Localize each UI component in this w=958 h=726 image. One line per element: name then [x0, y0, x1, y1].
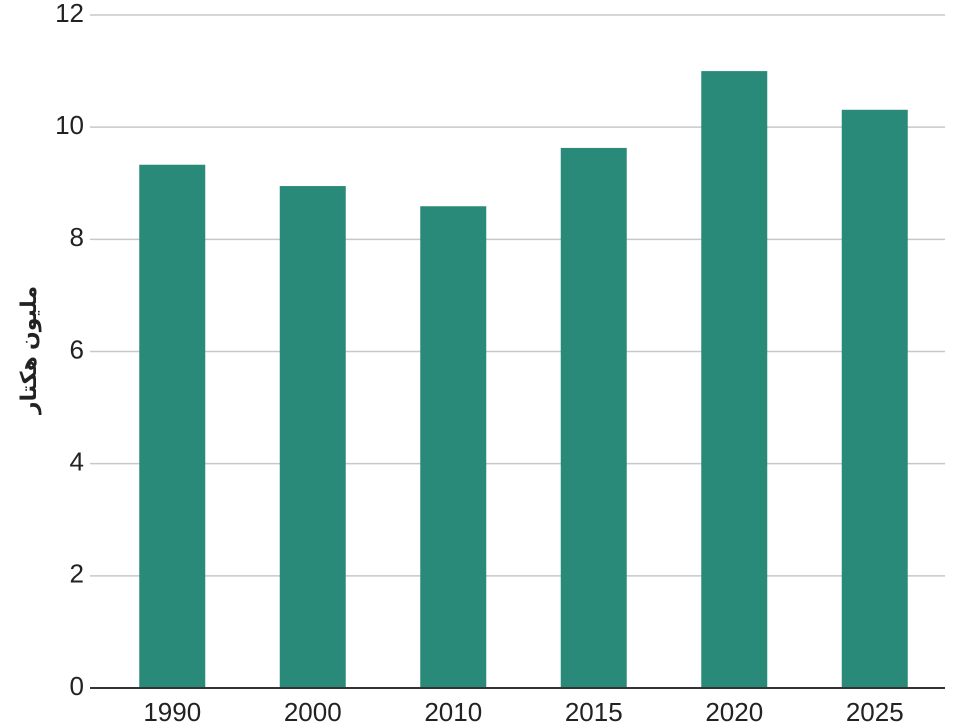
x-tick-label: 1990 [143, 697, 201, 726]
y-tick-label: 2 [70, 559, 84, 589]
bar [420, 206, 487, 688]
y-tick-label: 8 [70, 222, 84, 252]
x-tick-label: 2025 [846, 697, 904, 726]
bar [279, 186, 346, 688]
y-tick-label: 4 [70, 447, 84, 477]
x-tick-label: 2020 [705, 697, 763, 726]
y-tick-label: 6 [70, 334, 84, 364]
bar [701, 71, 768, 689]
bar [139, 164, 206, 688]
y-tick-label: 12 [55, 0, 84, 28]
y-tick-label: 10 [55, 110, 84, 140]
bar [841, 109, 908, 689]
bar [560, 147, 627, 689]
x-tick-label: 2015 [565, 697, 623, 726]
y-tick-label: 0 [70, 671, 84, 701]
y-axis-label: ملیون هکتار [16, 286, 42, 415]
x-tick-label: 2010 [424, 697, 482, 726]
x-tick-label: 2000 [284, 697, 342, 726]
